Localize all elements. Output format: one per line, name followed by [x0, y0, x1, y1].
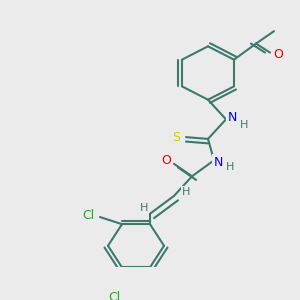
Text: H: H [240, 120, 248, 130]
Text: H: H [182, 187, 190, 197]
Text: O: O [161, 154, 171, 167]
Text: N: N [227, 111, 237, 124]
Text: Cl: Cl [82, 209, 94, 222]
Text: Cl: Cl [108, 291, 120, 300]
Text: N: N [213, 156, 223, 169]
Text: O: O [273, 48, 283, 61]
Text: H: H [226, 162, 234, 172]
Text: H: H [140, 203, 148, 213]
Text: S: S [172, 130, 180, 144]
